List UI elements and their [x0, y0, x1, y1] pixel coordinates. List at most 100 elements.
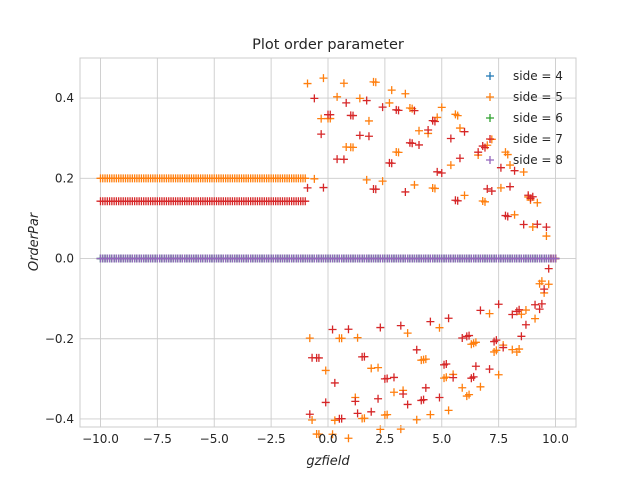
- data-point: [308, 415, 317, 424]
- data-point: [469, 372, 478, 381]
- data-point: [483, 184, 492, 193]
- data-point: [303, 79, 312, 88]
- legend-marker: [486, 93, 494, 101]
- data-point: [444, 406, 453, 415]
- data-point: [328, 430, 337, 439]
- data-point: [374, 363, 383, 372]
- x-tick-label: 7.5: [489, 432, 508, 446]
- data-point: [521, 320, 530, 329]
- data-point: [446, 161, 455, 170]
- data-point: [544, 264, 553, 273]
- data-point: [528, 222, 537, 231]
- data-point: [387, 86, 396, 95]
- data-point: [528, 192, 537, 201]
- data-point: [399, 390, 408, 399]
- data-point: [362, 96, 371, 105]
- data-point: [480, 197, 489, 206]
- x-tick-label: −10.0: [82, 432, 119, 446]
- data-point: [551, 254, 560, 263]
- data-point: [453, 196, 462, 205]
- data-point: [517, 310, 526, 319]
- data-point: [487, 187, 496, 196]
- y-tick-label: 0.4: [55, 91, 74, 105]
- data-point: [426, 410, 435, 419]
- data-point: [506, 161, 515, 170]
- data-point: [355, 131, 364, 140]
- data-point: [503, 150, 512, 159]
- legend-item: side = 7: [486, 132, 563, 146]
- data-point: [317, 130, 326, 139]
- legend-label: side = 5: [513, 90, 563, 104]
- legend-item: side = 8: [486, 153, 563, 167]
- data-point: [401, 187, 410, 196]
- y-tick-label: −0.2: [45, 332, 74, 346]
- series-side-7: [96, 94, 560, 423]
- data-point: [403, 400, 412, 409]
- data-point: [360, 414, 369, 423]
- data-point: [367, 364, 376, 373]
- legend-item: side = 6: [486, 111, 563, 125]
- data-point: [496, 183, 505, 192]
- data-point: [378, 103, 387, 112]
- data-point: [435, 323, 444, 332]
- x-tick-label: 0.0: [318, 432, 337, 446]
- data-point: [430, 184, 439, 193]
- data-point: [510, 210, 519, 219]
- data-point: [310, 94, 319, 103]
- y-axis-label: OrderPar: [27, 211, 42, 271]
- data-point: [317, 114, 326, 123]
- legend-label: side = 8: [513, 153, 563, 167]
- data-point: [330, 416, 339, 425]
- data-point: [542, 232, 551, 241]
- data-point: [301, 197, 310, 206]
- x-tick-label: 5.0: [432, 432, 451, 446]
- data-point: [433, 113, 442, 122]
- data-point: [319, 183, 328, 192]
- data-point: [508, 310, 517, 319]
- axis-ticks: −10.0 −7.5 −5.0 −2.5 0.0 2.5 5.0 7.5 10.0 −0.4 −0.…: [45, 91, 569, 446]
- legend-label: side = 7: [513, 132, 563, 146]
- data-point: [485, 365, 494, 374]
- data-point: [376, 323, 385, 332]
- data-point: [503, 212, 512, 221]
- data-point: [435, 393, 444, 402]
- data-point: [349, 143, 358, 152]
- data-point: [521, 306, 530, 315]
- plot-area: [96, 74, 560, 443]
- data-point: [442, 360, 451, 369]
- data-point: [326, 110, 335, 119]
- x-tick-label: −7.5: [143, 432, 172, 446]
- data-point: [433, 167, 442, 176]
- data-point: [367, 407, 376, 416]
- data-point: [344, 434, 353, 443]
- data-point: [494, 300, 503, 309]
- data-point: [535, 305, 544, 314]
- data-point: [387, 159, 396, 168]
- data-point: [383, 374, 392, 383]
- data-point: [492, 336, 501, 345]
- data-point: [330, 378, 339, 387]
- data-point: [319, 74, 328, 83]
- data-point: [471, 362, 480, 371]
- data-point: [533, 198, 542, 207]
- data-point: [371, 185, 380, 194]
- data-point: [455, 154, 464, 163]
- data-point: [378, 177, 387, 186]
- data-point: [537, 277, 546, 286]
- data-point: [410, 106, 419, 115]
- data-point: [506, 182, 515, 191]
- x-tick-label: −2.5: [257, 432, 286, 446]
- data-point: [542, 223, 551, 232]
- x-axis-label: gzfield: [306, 454, 350, 469]
- x-tick-label: 10.0: [542, 432, 569, 446]
- legend-marker: [486, 156, 494, 164]
- data-point: [339, 79, 348, 88]
- data-point: [499, 343, 508, 352]
- legend-label: side = 4: [513, 69, 563, 83]
- data-point: [394, 148, 403, 157]
- series-side-8: [96, 254, 560, 263]
- data-point: [531, 314, 540, 323]
- data-point: [374, 394, 383, 403]
- y-tick-label: −0.4: [45, 412, 74, 426]
- data-point: [517, 332, 526, 341]
